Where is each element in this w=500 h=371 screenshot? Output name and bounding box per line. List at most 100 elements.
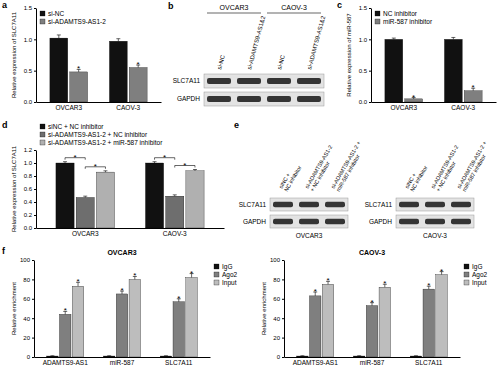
y-tick-label: 80 xyxy=(273,277,280,283)
plot: 0.00.51.01.5OVCAR3CAOV-3**Relative expre… xyxy=(11,5,162,110)
panel-letter: e xyxy=(234,120,239,130)
x-tick: CAOV-3 xyxy=(163,228,187,237)
significance-mark: * xyxy=(383,279,386,288)
x-tick-label: SLC7A11 xyxy=(165,359,193,366)
y-tick-label: 0.4 xyxy=(24,199,33,205)
y-axis: 0.00.51.01.5 xyxy=(24,5,37,105)
legend-swatch xyxy=(214,280,219,285)
legend-label: si-ADAMTS9-AS1-2 xyxy=(48,18,106,25)
lane-label: si-ADAMTS9-AS1&2 xyxy=(246,15,266,71)
y-axis-title: Relative expression of SLC7A11 xyxy=(11,11,17,98)
lane-label: si-ADAMTS9-AS1-2 +miR-587 inhibitor xyxy=(456,140,493,192)
legend-label: si-ADAMTS9-AS1-2 + miR-587 inhibitor xyxy=(48,139,163,146)
blot-band xyxy=(207,96,231,102)
plot: 020406080100ADAMTS9-AS1miR-587SLC7A11***… xyxy=(261,249,488,366)
y-tick-mark xyxy=(282,338,284,339)
significance-mark: * xyxy=(326,276,329,285)
y-tick-mark xyxy=(369,8,371,9)
legend-swatch xyxy=(40,140,45,145)
y-tick-mark xyxy=(34,150,36,151)
blot-band xyxy=(399,202,419,208)
legend-swatch xyxy=(464,264,469,269)
y-tick-mark xyxy=(34,8,36,9)
legend: NC inhibitormiR-587 inhibitor xyxy=(375,10,433,25)
error-bar xyxy=(116,39,120,42)
group-underline xyxy=(267,13,321,14)
x-axis: OVCAR3CAOV-3 xyxy=(37,228,225,237)
x-tick-label: CAOV-3 xyxy=(451,104,475,111)
blot-band xyxy=(237,96,261,102)
legend-label: Input xyxy=(472,279,487,287)
y-tick: 40 xyxy=(273,316,284,322)
bar xyxy=(116,294,128,357)
bars xyxy=(50,35,147,102)
significance-mark: * xyxy=(74,153,77,162)
significance-mark: * xyxy=(163,153,166,162)
bar xyxy=(70,72,88,102)
panel-letter: f xyxy=(2,246,6,256)
error-bar xyxy=(103,171,107,172)
bar xyxy=(160,356,172,357)
y-tick-label: 100 xyxy=(20,257,31,263)
chart-title: CAOV-3 xyxy=(359,249,385,256)
y-tick-label: 0.0 xyxy=(24,99,33,105)
y-tick-mark xyxy=(282,299,284,300)
group-label: OVCAR3 xyxy=(220,4,249,11)
y-tick-mark xyxy=(369,71,371,72)
blot-frame xyxy=(396,198,474,211)
x-tick: CAOV-3 xyxy=(116,102,140,111)
blot-band xyxy=(425,202,445,208)
y-tick: 60 xyxy=(273,296,284,302)
lane-label-line: NC inhibitor xyxy=(283,164,303,192)
blot-frame xyxy=(396,215,474,228)
x-tick: miR-587 xyxy=(110,357,135,366)
western-blot: bOVCAR3si-NCsi-ADAMTS9-AS1&2CAOV-3si-NCs… xyxy=(168,1,326,106)
y-tick: 20 xyxy=(273,335,284,341)
x-tick-label: OVCAR3 xyxy=(55,104,82,111)
legend-label: siNC + NC inhibitor xyxy=(48,123,104,130)
y-tick-mark xyxy=(34,215,36,216)
x-tick-label: ADAMTS9-AS1 xyxy=(43,359,89,366)
y-tick-mark xyxy=(282,357,284,358)
x-tick: CAOV-3 xyxy=(451,102,475,111)
legend-swatch xyxy=(464,272,469,277)
bar-chart: a0.00.51.01.5OVCAR3CAOV-3**Relative expr… xyxy=(2,0,162,111)
x-axis: OVCAR3 CAOV-3 xyxy=(37,102,162,111)
x-axis: ADAMTS9-AS1 miR-587 SLC7A11 xyxy=(35,357,211,366)
bar xyxy=(59,314,71,357)
blot-band xyxy=(273,219,293,225)
x-tick: SLC7A11 xyxy=(415,357,443,366)
y-tick: 40 xyxy=(23,316,34,322)
y-tick: 1.0 xyxy=(24,160,36,166)
y-tick-mark xyxy=(32,299,34,300)
y-tick-mark xyxy=(32,260,34,261)
bar xyxy=(366,306,378,357)
bar xyxy=(145,163,163,228)
legend-label: Ago2 xyxy=(472,271,488,279)
blot-band xyxy=(325,219,345,225)
bar xyxy=(103,356,115,357)
blot-frame xyxy=(204,74,324,88)
y-tick: 1.5 xyxy=(24,5,36,11)
significance-mark: * xyxy=(412,93,415,102)
row-label: SLC7A11 xyxy=(173,77,201,84)
lane-label-line: NC inhibitor xyxy=(409,164,429,192)
blot-band xyxy=(267,78,291,84)
y-tick: 0.6 xyxy=(24,186,36,192)
legend-swatch xyxy=(214,272,219,277)
y-tick-label: 0.5 xyxy=(359,68,368,74)
error-bar xyxy=(107,355,111,356)
legend-swatch xyxy=(40,124,45,129)
blot-band xyxy=(451,202,471,208)
error-bar xyxy=(193,170,197,171)
y-tick-mark xyxy=(34,163,36,164)
y-axis-line xyxy=(36,9,37,103)
y-tick-mark xyxy=(34,71,36,72)
y-axis: 0.00.51.01.5 xyxy=(359,5,372,105)
error-bar xyxy=(300,355,304,356)
x-tick-label: CAOV-3 xyxy=(163,230,187,237)
y-tick: 80 xyxy=(273,277,284,283)
bar xyxy=(423,289,435,357)
significance-mark: * xyxy=(440,267,443,276)
y-axis-line xyxy=(34,261,35,358)
